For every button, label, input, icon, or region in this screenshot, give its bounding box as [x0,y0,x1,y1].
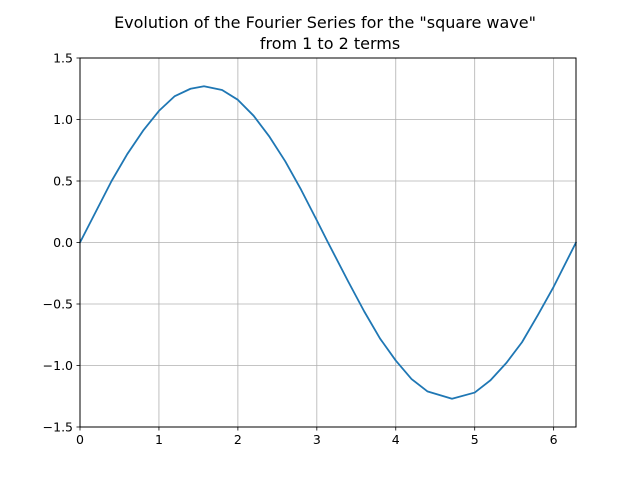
x-tick-label: 1 [155,432,163,447]
y-tick-label: 0.5 [53,174,73,189]
y-axis-ticks: −1.5 −1.0 −0.5 0.0 0.5 1.0 1.5 [43,51,80,435]
series-layer [79,85,577,400]
chart-title-line2: from 1 to 2 terms [260,34,400,53]
y-tick-label: −0.5 [43,297,73,312]
x-tick-label: 4 [392,432,400,447]
y-tick-label: 1.0 [53,112,73,127]
series-line [79,85,577,400]
x-axis-ticks: 0 1 2 3 4 5 6 [76,427,558,447]
x-tick-label: 0 [76,432,84,447]
chart-title-line1: Evolution of the Fourier Series for the … [114,13,536,32]
x-tick-label: 6 [550,432,558,447]
x-tick-label: 5 [471,432,479,447]
y-tick-label: 1.5 [53,51,73,66]
y-tick-label: −1.0 [43,358,73,373]
y-tick-label: 0.0 [53,235,73,250]
x-tick-label: 3 [313,432,321,447]
x-tick-label: 2 [234,432,242,447]
y-tick-label: −1.5 [43,420,73,435]
